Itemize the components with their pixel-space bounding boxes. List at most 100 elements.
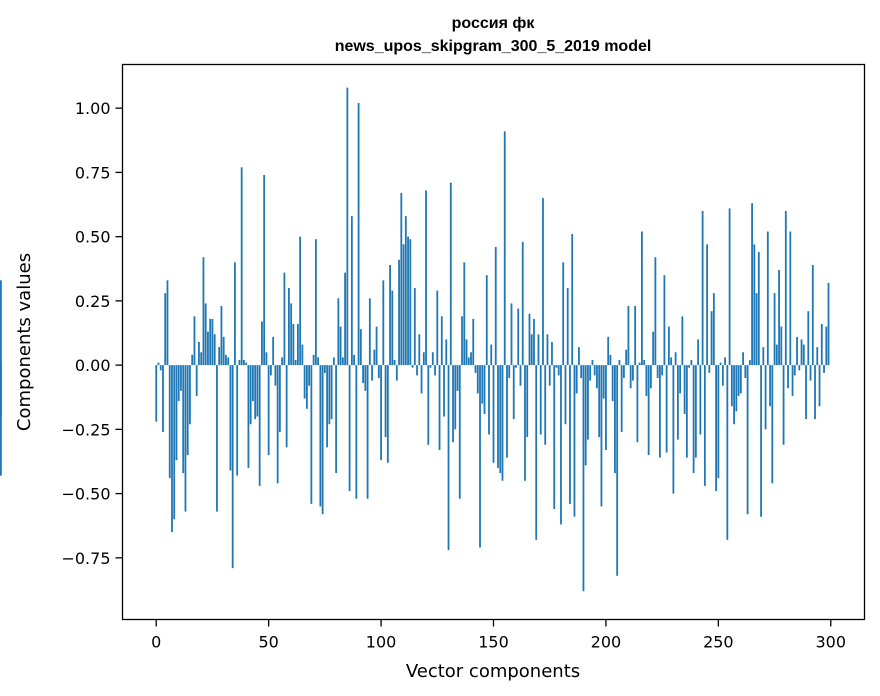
bar	[472, 318, 475, 366]
bar	[326, 365, 329, 448]
bar	[400, 192, 403, 366]
bar	[503, 131, 506, 366]
bar	[364, 365, 367, 391]
bar	[162, 365, 164, 432]
bar	[490, 344, 493, 366]
bar	[180, 365, 182, 391]
bar	[809, 365, 812, 381]
bar	[330, 365, 333, 420]
bar	[748, 359, 751, 366]
bar	[393, 359, 396, 366]
bar	[724, 357, 726, 366]
bar	[431, 352, 434, 366]
bar	[467, 357, 470, 366]
bar	[416, 365, 418, 376]
bar	[209, 318, 212, 366]
bar	[762, 347, 765, 366]
bar	[823, 365, 825, 373]
bar	[443, 365, 445, 417]
bar	[611, 365, 614, 402]
bar	[474, 365, 477, 373]
bar	[746, 365, 749, 515]
bar	[323, 365, 326, 373]
bar	[191, 354, 194, 366]
bar	[276, 365, 279, 484]
bar	[216, 365, 218, 512]
bar	[494, 246, 497, 366]
bar	[533, 318, 535, 366]
bar	[270, 365, 272, 376]
bar	[706, 244, 709, 366]
bar	[344, 272, 346, 366]
bar	[667, 326, 670, 366]
bar	[380, 365, 382, 461]
bar	[546, 334, 549, 366]
bar	[573, 365, 576, 517]
bar	[267, 365, 270, 456]
bar	[319, 365, 322, 507]
bar	[155, 365, 158, 422]
bar	[265, 352, 268, 366]
bar	[701, 210, 704, 366]
bar	[164, 293, 167, 366]
bar	[641, 231, 643, 366]
bar	[737, 365, 740, 396]
bar	[670, 357, 673, 366]
bar	[177, 365, 180, 402]
bar	[744, 365, 747, 378]
bar	[429, 365, 432, 368]
bar	[308, 365, 311, 386]
bar	[350, 216, 353, 366]
bar	[535, 365, 538, 540]
bar	[623, 365, 625, 378]
bar	[694, 365, 697, 458]
bar	[0, 365, 2, 476]
bar	[175, 365, 178, 461]
bar	[292, 324, 295, 366]
x-tick-label: 300	[815, 633, 846, 652]
bar	[551, 342, 553, 366]
bar	[287, 288, 290, 366]
bar	[566, 288, 569, 366]
x-axis-ticks: 0 50 100 150 200 250 300	[151, 619, 846, 652]
bar	[688, 365, 691, 368]
bar	[402, 244, 405, 366]
bar	[497, 365, 499, 468]
bar	[368, 298, 371, 366]
bar	[643, 359, 646, 366]
bar	[303, 365, 306, 399]
bar	[816, 347, 819, 366]
bar	[204, 303, 207, 366]
bar	[703, 365, 706, 486]
bar	[575, 365, 578, 394]
bar	[249, 365, 252, 425]
bar	[636, 365, 639, 443]
bar	[685, 365, 688, 458]
bar	[391, 290, 394, 366]
bar	[218, 347, 221, 366]
bar	[562, 262, 565, 366]
y-tick-label: −0.50	[61, 485, 110, 504]
bar	[317, 357, 320, 366]
y-tick-label: −0.75	[61, 549, 110, 568]
bar	[355, 365, 358, 499]
bar	[476, 365, 479, 394]
bar	[596, 365, 598, 389]
bar	[751, 203, 753, 366]
bar	[708, 365, 711, 373]
bar	[395, 365, 398, 381]
bar	[564, 365, 567, 425]
bar	[281, 357, 284, 366]
bar	[440, 316, 443, 366]
bar	[800, 339, 803, 366]
bar	[272, 336, 275, 366]
x-tick-label: 50	[258, 633, 278, 652]
bar	[166, 280, 169, 366]
bar	[348, 365, 351, 492]
bar	[805, 365, 807, 420]
bar	[425, 190, 427, 366]
chart-title-line-1: россия фк	[452, 15, 536, 32]
bar	[254, 365, 257, 420]
bar	[798, 365, 801, 371]
bar	[609, 354, 612, 366]
